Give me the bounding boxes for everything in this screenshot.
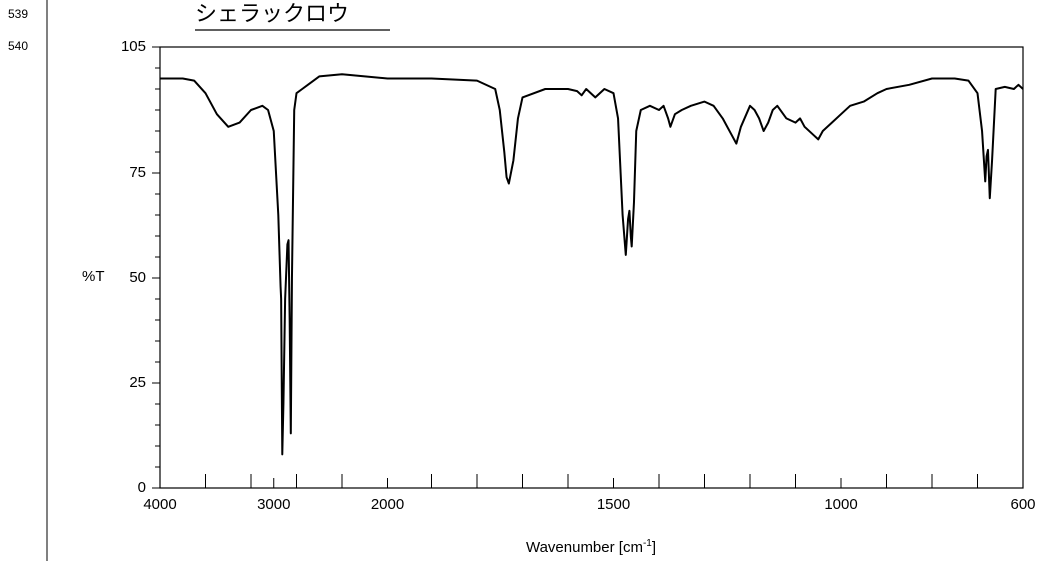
line-number: 540 xyxy=(8,39,28,53)
x-tick-label: 1500 xyxy=(597,496,630,513)
heading: シェラックロウ xyxy=(195,2,349,27)
x-label-part: Wavenumber [cm xyxy=(526,539,643,556)
x-tick-label: 3000 xyxy=(257,496,290,513)
x-tick-label: 4000 xyxy=(143,496,176,513)
x-axis-label: Wavenumber [cm-1] xyxy=(526,538,656,556)
y-tick-label: 25 xyxy=(129,374,146,391)
y-tick-label: 105 xyxy=(121,38,146,55)
line-number: 539 xyxy=(8,7,28,21)
x-label-part: ] xyxy=(652,539,656,556)
x-tick-label: 600 xyxy=(1010,496,1035,513)
x-tick-label: 1000 xyxy=(824,496,857,513)
y-tick-label: 0 xyxy=(138,479,146,496)
x-label-sup: -1 xyxy=(643,538,652,549)
y-axis-label: %T xyxy=(82,268,105,285)
y-tick-label: 75 xyxy=(129,164,146,181)
x-tick-label: 2000 xyxy=(371,496,404,513)
y-tick-label: 50 xyxy=(129,269,146,286)
spectrum-line xyxy=(160,73,1024,456)
plot-frame xyxy=(159,46,1024,489)
